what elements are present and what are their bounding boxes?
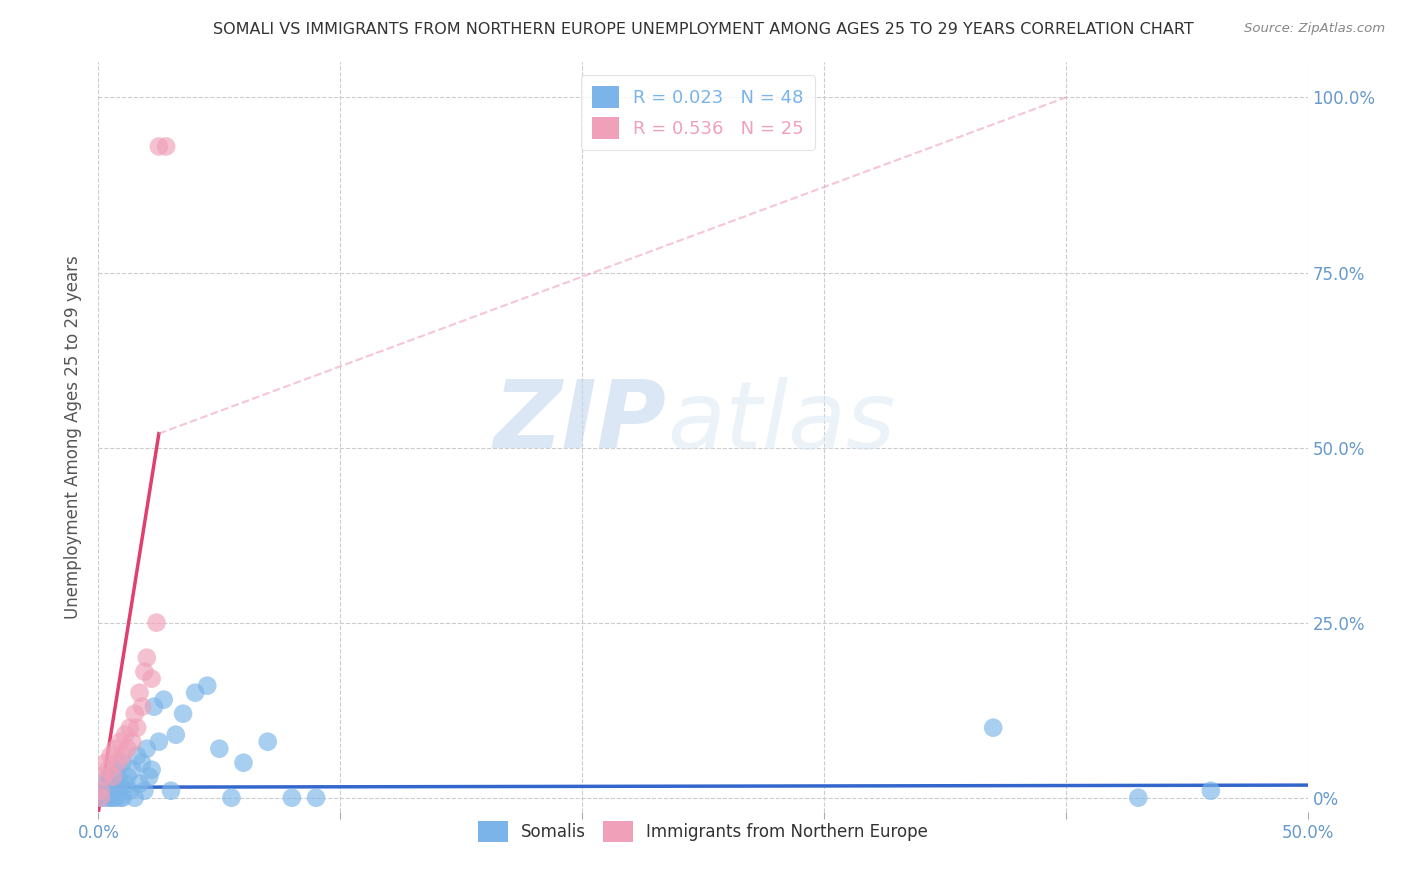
Point xyxy=(107,756,129,770)
Point xyxy=(141,763,163,777)
Point xyxy=(100,748,122,763)
Point xyxy=(90,783,112,797)
Point xyxy=(107,783,129,797)
Point xyxy=(121,734,143,748)
Point xyxy=(145,615,167,630)
Point xyxy=(184,686,207,700)
Y-axis label: Unemployment Among Ages 25 to 29 years: Unemployment Among Ages 25 to 29 years xyxy=(65,255,83,619)
Point xyxy=(118,783,141,797)
Point xyxy=(97,770,120,784)
Point xyxy=(148,734,170,748)
Point xyxy=(172,706,194,721)
Point xyxy=(135,741,157,756)
Point xyxy=(94,756,117,770)
Point xyxy=(208,741,231,756)
Point xyxy=(94,783,117,797)
Point xyxy=(221,790,243,805)
Point xyxy=(101,790,124,805)
Point xyxy=(141,672,163,686)
Point xyxy=(108,790,131,805)
Point xyxy=(91,770,114,784)
Point xyxy=(111,748,134,763)
Point xyxy=(134,665,156,679)
Point xyxy=(117,741,139,756)
Text: ZIP: ZIP xyxy=(494,376,666,468)
Point xyxy=(131,756,153,770)
Point xyxy=(111,790,134,805)
Point xyxy=(305,790,328,805)
Point xyxy=(108,777,131,791)
Point xyxy=(138,770,160,784)
Point xyxy=(131,699,153,714)
Point xyxy=(114,728,136,742)
Point xyxy=(117,770,139,784)
Point xyxy=(134,783,156,797)
Point xyxy=(256,734,278,748)
Point xyxy=(124,790,146,805)
Point xyxy=(94,777,117,791)
Point xyxy=(128,686,150,700)
Point xyxy=(121,763,143,777)
Point xyxy=(100,777,122,791)
Point xyxy=(91,790,114,805)
Point xyxy=(155,139,177,153)
Point xyxy=(104,741,127,756)
Point xyxy=(135,650,157,665)
Point xyxy=(160,783,183,797)
Point xyxy=(90,790,112,805)
Point xyxy=(118,721,141,735)
Point xyxy=(127,721,149,735)
Point xyxy=(232,756,254,770)
Legend: Somalis, Immigrants from Northern Europe: Somalis, Immigrants from Northern Europe xyxy=(471,814,935,848)
Point xyxy=(195,679,218,693)
Point xyxy=(97,790,120,805)
Point xyxy=(100,790,122,805)
Text: Source: ZipAtlas.com: Source: ZipAtlas.com xyxy=(1244,22,1385,36)
Point xyxy=(104,763,127,777)
Point xyxy=(114,777,136,791)
Point xyxy=(127,748,149,763)
Text: atlas: atlas xyxy=(666,376,896,467)
Point xyxy=(165,728,187,742)
Point xyxy=(124,706,146,721)
Point xyxy=(104,790,127,805)
Point xyxy=(90,783,112,797)
Point xyxy=(111,756,134,770)
Text: SOMALI VS IMMIGRANTS FROM NORTHERN EUROPE UNEMPLOYMENT AMONG AGES 25 TO 29 YEARS: SOMALI VS IMMIGRANTS FROM NORTHERN EUROP… xyxy=(212,22,1194,37)
Point xyxy=(107,770,129,784)
Point xyxy=(152,692,174,706)
Point xyxy=(1199,783,1222,797)
Point xyxy=(101,770,124,784)
Point xyxy=(101,783,124,797)
Point xyxy=(108,734,131,748)
Point xyxy=(128,777,150,791)
Point xyxy=(90,790,112,805)
Point xyxy=(148,139,170,153)
Point xyxy=(143,699,166,714)
Point xyxy=(981,721,1004,735)
Point xyxy=(97,763,120,777)
Point xyxy=(281,790,304,805)
Point xyxy=(1128,790,1150,805)
